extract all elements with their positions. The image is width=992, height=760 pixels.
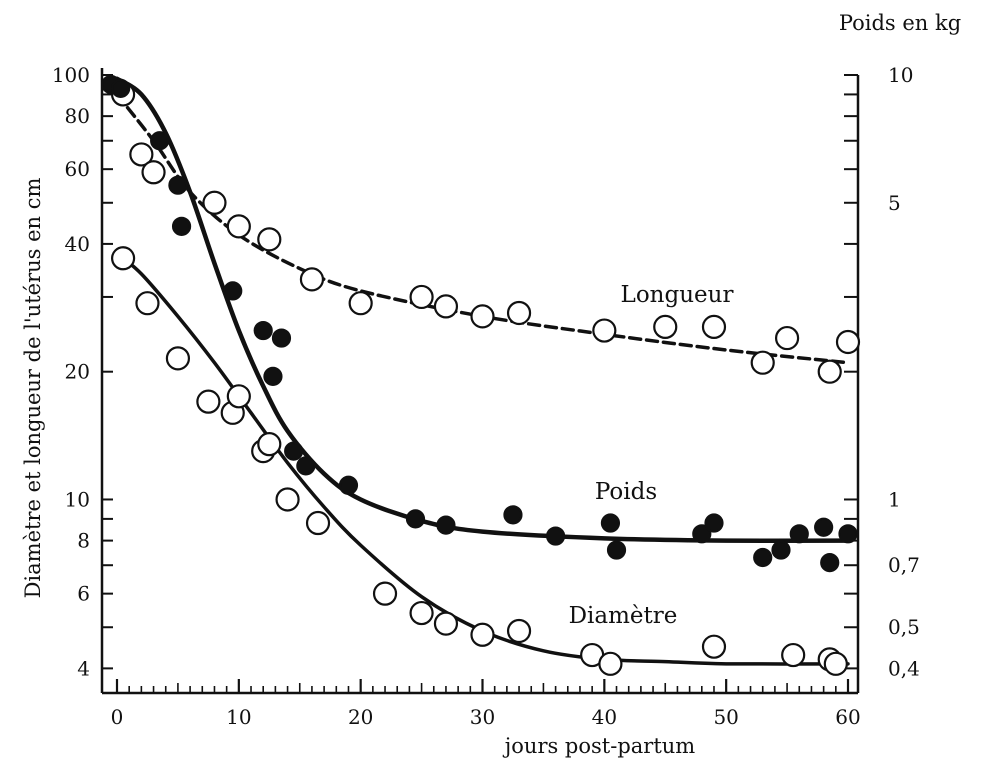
poids-point bbox=[405, 509, 426, 529]
right-tick-label: 0,7 bbox=[888, 553, 920, 577]
longueur-point bbox=[750, 350, 775, 375]
left-tick-label: 10 bbox=[65, 487, 90, 511]
x-tick-label: 20 bbox=[348, 705, 373, 729]
diametre-point bbox=[409, 600, 434, 626]
x-tick-label: 60 bbox=[835, 705, 860, 729]
chart-ticks: 0 10 20 30 40 50 60 4 6 8 10 20 40 60 80 100 0,4 0,5 0,7 1 5… bbox=[52, 63, 920, 729]
diametre-series-label: Diamètre bbox=[569, 603, 678, 629]
longueur-point bbox=[470, 304, 495, 329]
poids-point bbox=[168, 175, 188, 195]
longueur-point bbox=[433, 294, 459, 319]
poids-point bbox=[606, 540, 627, 560]
diametre-point bbox=[196, 389, 221, 414]
diametre-point bbox=[506, 618, 532, 644]
poids-point bbox=[814, 517, 834, 537]
diametre-point bbox=[433, 611, 459, 636]
left-tick-label: 4 bbox=[77, 656, 90, 680]
poids-point bbox=[253, 320, 273, 341]
longueur-point bbox=[299, 267, 325, 292]
right-tick-label: 1 bbox=[888, 487, 901, 511]
poids-point bbox=[436, 515, 456, 535]
poids-point bbox=[838, 524, 858, 544]
diametre-point bbox=[275, 487, 300, 512]
poids-point bbox=[600, 513, 621, 533]
longueur-point bbox=[129, 142, 154, 167]
diametre-point bbox=[372, 581, 398, 606]
longueur-point bbox=[257, 227, 282, 252]
data-points bbox=[101, 74, 861, 676]
longueur-point bbox=[653, 314, 678, 340]
poids-point bbox=[771, 540, 791, 560]
poids-point bbox=[545, 526, 566, 546]
poids-point bbox=[271, 328, 292, 348]
poids-fit-curve bbox=[114, 76, 851, 544]
poids-point bbox=[296, 456, 316, 476]
left-tick-label: 20 bbox=[65, 360, 90, 384]
longueur-point bbox=[774, 325, 800, 351]
x-tick-label: 10 bbox=[226, 705, 251, 729]
longueur-point bbox=[226, 214, 251, 239]
poids-point bbox=[263, 366, 283, 386]
x-tick-label: 40 bbox=[592, 705, 617, 729]
poids-point bbox=[704, 513, 724, 533]
right-tick-label: 0,4 bbox=[888, 656, 920, 680]
poids-point bbox=[789, 524, 809, 544]
poids-point bbox=[111, 78, 131, 98]
diametre-point bbox=[701, 634, 727, 659]
x-axis-title: jours post-partum bbox=[502, 734, 696, 758]
poids-point bbox=[223, 281, 243, 301]
diametre-point bbox=[598, 651, 623, 676]
left-axis-title: Diamètre et longueur de l'utérus en cm bbox=[21, 178, 45, 599]
longueur-point bbox=[592, 318, 617, 343]
fit-curves bbox=[114, 76, 851, 666]
x-tick-label: 0 bbox=[111, 705, 124, 729]
longueur-point bbox=[817, 359, 842, 384]
diametre-point bbox=[165, 346, 191, 371]
poids-point bbox=[753, 547, 773, 568]
left-tick-label: 100 bbox=[52, 63, 90, 87]
longueur-point bbox=[835, 329, 861, 355]
diametre-fit-curve bbox=[115, 251, 850, 666]
diametre-point bbox=[305, 510, 331, 536]
x-tick-label: 30 bbox=[470, 705, 495, 729]
right-tick-label: 10 bbox=[888, 63, 913, 87]
left-tick-label: 60 bbox=[65, 157, 90, 181]
diametre-point bbox=[781, 642, 806, 668]
x-tick-label: 50 bbox=[713, 705, 738, 729]
diametre-point bbox=[135, 291, 160, 316]
right-tick-label: 5 bbox=[888, 191, 901, 215]
longueur-point bbox=[348, 291, 373, 316]
longueur-point bbox=[202, 190, 227, 215]
poids-point bbox=[150, 131, 170, 151]
longueur-series-label: Longueur bbox=[621, 282, 734, 308]
poids-point bbox=[338, 475, 359, 495]
left-tick-label: 6 bbox=[77, 582, 90, 606]
longueur-point bbox=[701, 314, 727, 340]
chart-axes bbox=[100, 68, 860, 695]
longueur-point bbox=[506, 300, 532, 326]
longueur-point bbox=[141, 160, 166, 185]
poids-point bbox=[503, 505, 523, 525]
poids-point bbox=[284, 441, 304, 461]
diametre-point bbox=[470, 622, 495, 647]
left-tick-label: 40 bbox=[65, 232, 90, 256]
poids-point bbox=[692, 524, 712, 544]
chart-labels: Longueur Poids Diamètre bbox=[569, 282, 734, 629]
right-tick-label: 0,5 bbox=[888, 615, 920, 639]
diametre-point bbox=[110, 246, 136, 271]
left-tick-label: 8 bbox=[77, 529, 90, 553]
poids-series-label: Poids bbox=[595, 479, 657, 505]
poids-point bbox=[820, 553, 840, 573]
poids-point bbox=[171, 216, 192, 236]
right-axis-title: Poids en kg bbox=[839, 11, 961, 35]
diametre-point bbox=[226, 384, 251, 409]
left-tick-label: 80 bbox=[65, 104, 90, 128]
longueur-point bbox=[409, 284, 434, 310]
diametre-point bbox=[257, 432, 282, 457]
diametre-point bbox=[823, 651, 848, 676]
